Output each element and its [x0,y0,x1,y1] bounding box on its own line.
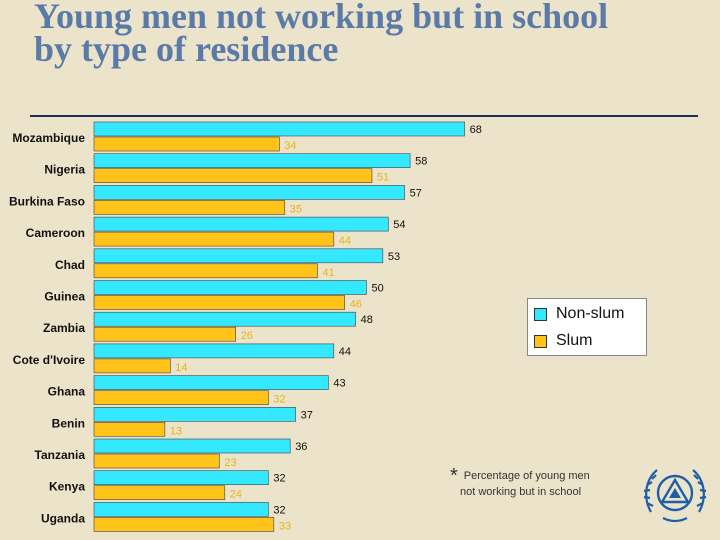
legend-swatch-nonslum [534,307,547,321]
bar-slum-nigeria [93,168,373,183]
legend-label-nonslum: Non-slum [556,305,625,322]
legend-item-nonslum: Non-slum [534,305,624,323]
bar-nonslum-benin [93,406,296,422]
bar-slum-cote-d-ivoire [93,358,171,374]
title-divider [30,115,698,117]
value-label-nonslum-kenya: 32 [273,473,285,485]
bar-slum-kenya [93,485,226,501]
footnote-line-2: not working but in school [460,486,582,498]
category-label-nigeria: Nigeria [44,163,85,177]
value-label-slum-cote-d-ivoire: 14 [175,362,187,374]
bar-slum-guinea [93,295,345,310]
footnote: * Percentage of young men not working but… [450,465,630,500]
category-label-zambia: Zambia [43,321,85,335]
category-label-burkina-faso: Burkina Faso [9,194,85,208]
value-label-slum-guinea: 46 [350,299,362,311]
footnote-asterisk: * [450,465,458,487]
bar-slum-tanzania [93,453,220,469]
bar-slum-ghana [93,390,269,405]
bar-nonslum-tanzania [93,438,291,454]
value-label-slum-ghana: 32 [273,394,285,406]
bar-nonslum-nigeria [93,153,411,168]
category-label-ghana: Ghana [48,385,86,399]
category-label-tanzania: Tanzania [35,448,86,462]
legend: Non-slum Slum [527,298,647,356]
value-label-slum-burkina-faso: 35 [290,203,302,215]
value-label-nonslum-tanzania: 36 [295,441,307,453]
footnote-line-1: Percentage of young men [463,470,590,482]
value-label-slum-nigeria: 51 [377,172,389,184]
bar-nonslum-mozambique [93,121,465,137]
bar-nonslum-kenya [93,470,269,486]
value-label-slum-mozambique: 34 [284,140,296,152]
value-label-nonslum-zambia: 48 [361,314,373,326]
bar-nonslum-ghana [93,375,329,390]
category-label-kenya: Kenya [49,480,85,494]
category-label-guinea: Guinea [44,290,85,304]
category-label-chad: Chad [55,258,85,272]
value-label-slum-tanzania: 23 [224,457,236,469]
bar-slum-chad [93,263,318,279]
title-line-2: by type of residence [34,29,339,69]
value-label-slum-uganda: 33 [279,520,291,532]
legend-swatch-slum [534,334,547,348]
category-label-uganda: Uganda [41,511,85,525]
value-label-nonslum-guinea: 50 [372,283,384,295]
value-label-nonslum-mozambique: 68 [470,124,482,136]
value-label-nonslum-burkina-faso: 57 [410,187,422,199]
category-label-cameroon: Cameroon [26,226,85,240]
bar-nonslum-zambia [93,311,356,327]
chart-title: Young men not working but in school by t… [34,0,609,69]
bar-slum-uganda [93,517,275,532]
value-label-slum-zambia: 26 [241,330,253,342]
category-label-mozambique: Mozambique [12,131,85,145]
value-label-nonslum-uganda: 32 [273,504,285,516]
bar-nonslum-burkina-faso [93,185,405,200]
bar-nonslum-cameroon [93,216,389,232]
title-line-1: Young men not working but in school [34,0,609,36]
legend-label-slum: Slum [556,332,593,349]
value-label-nonslum-nigeria: 58 [415,156,427,168]
bar-slum-mozambique [93,136,280,152]
bar-nonslum-chad [93,248,384,264]
value-label-nonslum-benin: 37 [301,409,313,421]
legend-item-slum: Slum [534,332,592,350]
bar-nonslum-uganda [93,502,269,517]
value-label-slum-kenya: 24 [230,489,242,501]
bar-nonslum-guinea [93,280,367,295]
bar-nonslum-cote-d-ivoire [93,343,335,359]
value-label-slum-chad: 41 [322,267,334,279]
bar-slum-cameroon [93,231,335,247]
bar-slum-zambia [93,326,236,342]
value-label-nonslum-cote-d-ivoire: 44 [339,346,351,358]
value-label-slum-benin: 13 [170,425,182,437]
category-label-benin: Benin [52,416,85,430]
value-label-nonslum-chad: 53 [388,251,400,263]
value-label-nonslum-cameroon: 54 [393,219,405,231]
bar-slum-benin [93,421,166,437]
value-label-nonslum-ghana: 43 [333,378,345,390]
bar-slum-burkina-faso [93,200,286,215]
un-habitat-logo [643,469,707,523]
value-label-slum-cameroon: 44 [339,235,351,247]
category-label-cote-d-ivoire: Cote d'Ivoire [13,353,86,367]
